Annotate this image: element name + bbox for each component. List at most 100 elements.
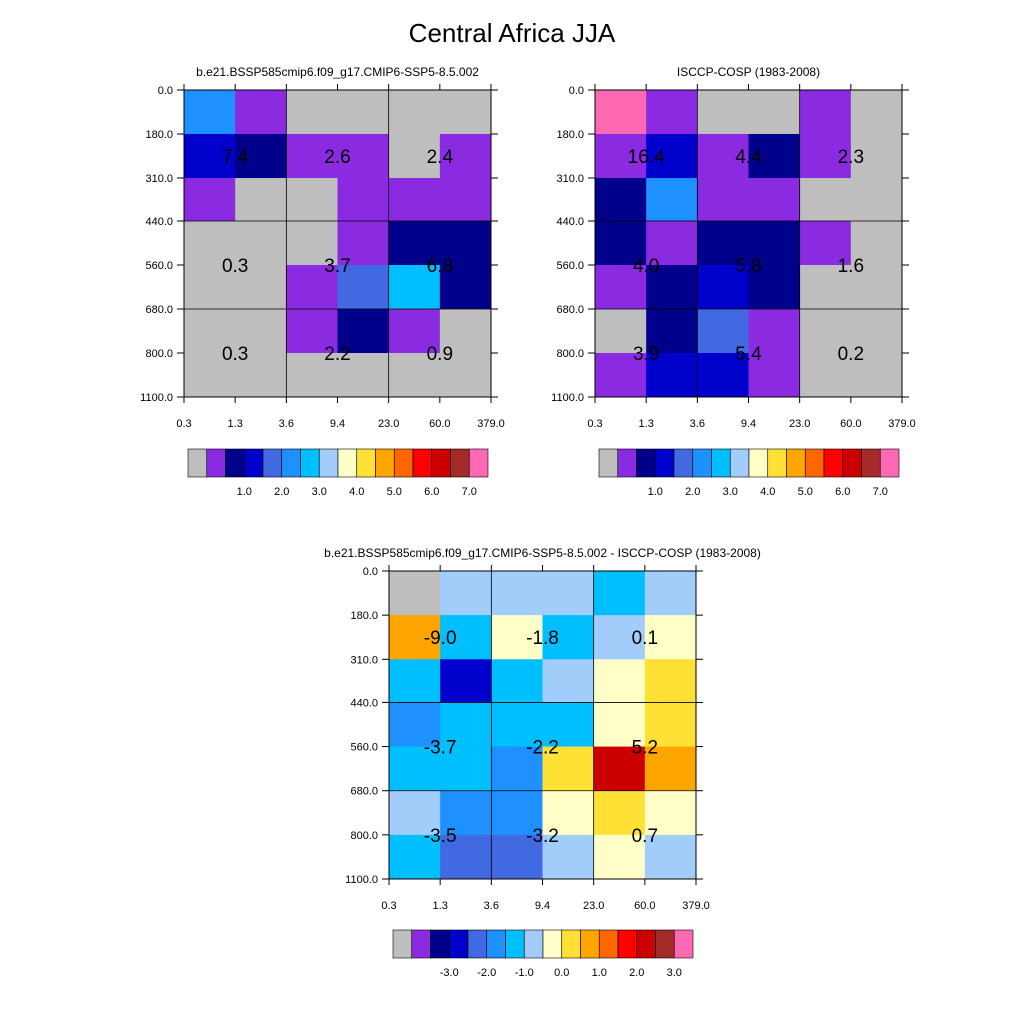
heatmap-cell — [388, 134, 441, 179]
colorbar-swatch — [804, 448, 825, 478]
heatmap-cell — [439, 221, 492, 266]
y-tick-label: 560.0 — [556, 260, 584, 272]
y-tick-label: 0.0 — [363, 566, 378, 578]
y-tick-label: 560.0 — [145, 260, 173, 272]
heatmap-cell — [491, 746, 543, 792]
heatmap-cell — [644, 659, 697, 703]
colorbar-swatch — [786, 448, 806, 478]
colorbar-swatch — [542, 929, 563, 959]
cell-value-label: 4.0 — [633, 256, 659, 277]
colorbar-label: 0.0 — [554, 967, 569, 979]
cell-value-label: 5.2 — [632, 738, 658, 759]
cell-value-label: 2.3 — [838, 147, 864, 168]
heatmap-cell — [646, 309, 698, 354]
heatmap-cell — [337, 178, 390, 222]
heatmap-cell — [542, 615, 595, 660]
cell-value-label: 2.4 — [427, 147, 454, 168]
heatmap-cell — [491, 790, 543, 836]
heatmap-cell — [439, 353, 492, 398]
heatmap-cell — [337, 134, 390, 179]
heatmap-cell — [593, 615, 646, 660]
heatmap-cell — [799, 90, 852, 135]
y-tick-label: 180.0 — [556, 129, 584, 141]
colorbar-swatch — [281, 448, 301, 478]
colorbar-label: -3.0 — [440, 967, 459, 979]
x-tick-label: 379.0 — [888, 418, 916, 430]
heatmap-cell — [286, 90, 338, 135]
x-tick-label: 23.0 — [789, 418, 810, 430]
colorbar-swatch — [225, 448, 245, 478]
heatmap-cell — [542, 790, 595, 836]
heatmap-cell — [440, 746, 492, 792]
colorbar-swatch — [450, 448, 470, 478]
heatmap-cell — [646, 353, 698, 398]
heatmap-cell — [440, 834, 492, 880]
colorbar-swatch — [823, 448, 844, 478]
colorbar-swatch — [654, 448, 675, 478]
heatmap-cell — [748, 265, 801, 310]
colorbar-label: 1.0 — [592, 967, 607, 979]
heatmap-cell — [337, 221, 390, 266]
heatmap-cell — [646, 134, 698, 179]
x-tick-label: 1.3 — [639, 418, 654, 430]
heatmap-cell — [235, 134, 287, 179]
y-tick-label: 680.0 — [145, 304, 173, 316]
heatmap-cell — [542, 702, 595, 748]
colorbar-swatch — [692, 448, 712, 478]
heatmap-cell — [748, 353, 801, 398]
colorbar-swatch — [523, 929, 544, 959]
heatmap-cell — [697, 221, 749, 266]
x-tick-label: 3.6 — [690, 418, 705, 430]
heatmap-cell — [799, 221, 852, 266]
heatmap-cell — [697, 265, 749, 310]
colorbar-label: 6.0 — [424, 486, 439, 498]
heatmap-cell — [440, 615, 492, 660]
x-tick-label: 0.3 — [381, 900, 396, 912]
colorbar-swatch — [673, 448, 694, 478]
heatmap-cell — [542, 746, 595, 792]
heatmap-cell — [491, 702, 543, 748]
colorbar-swatch — [448, 929, 469, 959]
heatmap-cell — [850, 90, 903, 135]
colorbar-swatch — [729, 448, 750, 478]
heatmap-cell — [850, 265, 903, 310]
heatmap-cell — [388, 309, 441, 354]
cell-value-label: 5.8 — [735, 256, 761, 277]
colorbar-label: 4.0 — [760, 486, 775, 498]
heatmap-cell — [388, 90, 441, 135]
heatmap-cell — [644, 834, 697, 880]
heatmap-cell — [389, 790, 441, 836]
colorbar-swatch — [767, 448, 787, 478]
colorbar-swatch — [337, 448, 358, 478]
heatmap-cell — [184, 265, 236, 310]
cell-value-label: -2.2 — [526, 738, 559, 759]
y-tick-label: 680.0 — [350, 786, 378, 798]
colorbar: 1.0 2.0 3.0 4.0 5.0 6.0 7.0 — [598, 448, 900, 498]
colorbar: 1.0 2.0 3.0 4.0 5.0 6.0 7.0 — [187, 448, 489, 498]
heatmap-cell — [748, 90, 801, 135]
colorbar-label: 3.0 — [723, 486, 738, 498]
heatmap-cell — [337, 309, 390, 354]
heatmap-cell — [646, 178, 698, 222]
heatmap-cell — [337, 265, 390, 310]
heatmap-cell — [440, 659, 492, 703]
heatmap-cell — [440, 790, 492, 836]
heatmap-cell — [235, 221, 287, 266]
colorbar-label: 2.0 — [274, 486, 289, 498]
heatmap-cell — [439, 90, 492, 135]
heatmap-cell — [286, 353, 338, 398]
colorbar-swatch — [673, 929, 694, 959]
colorbar-swatch — [187, 448, 208, 478]
x-tick-label: 9.4 — [330, 418, 345, 430]
heatmap-cell — [644, 790, 697, 836]
colorbar-label: 5.0 — [798, 486, 813, 498]
heatmap-cell — [337, 353, 390, 398]
heatmap-cell — [235, 353, 287, 398]
y-tick-label: 0.0 — [569, 85, 584, 97]
colorbar-label: 1.0 — [648, 486, 663, 498]
heatmap-cell — [286, 178, 338, 222]
x-tick-label: 60.0 — [429, 418, 450, 430]
colorbar-swatch — [580, 929, 600, 959]
heatmap-cell — [593, 790, 646, 836]
